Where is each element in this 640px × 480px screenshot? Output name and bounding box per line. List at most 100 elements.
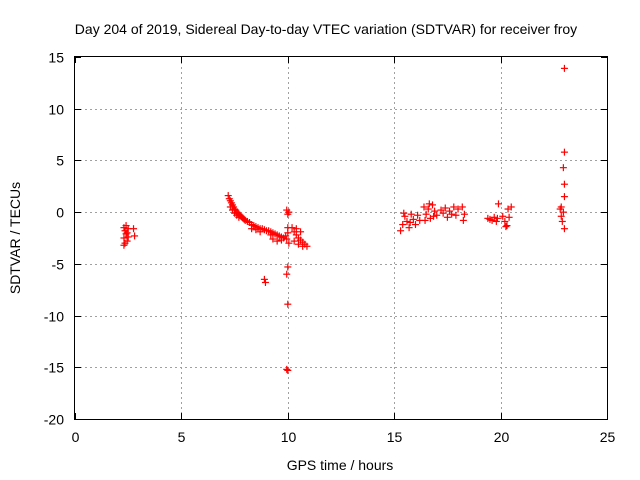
chart-title: Day 204 of 2019, Sidereal Day-to-day VTE… xyxy=(75,21,577,37)
data-point xyxy=(235,213,243,221)
data-point xyxy=(285,239,293,247)
data-point xyxy=(248,225,256,233)
data-point xyxy=(424,205,432,213)
x-axis-label: GPS time / hours xyxy=(287,457,394,473)
data-point xyxy=(294,240,302,248)
data-point xyxy=(284,263,292,271)
data-point xyxy=(448,210,456,218)
data-point xyxy=(407,210,415,218)
data-point xyxy=(433,211,441,219)
data-point xyxy=(399,221,407,229)
data-point xyxy=(267,231,275,239)
data-point xyxy=(130,225,138,233)
data-point xyxy=(283,235,291,243)
x-tick-label: 20 xyxy=(494,429,510,445)
data-point xyxy=(458,203,466,211)
y-tick-labels: -20 -15 -10 -5 0 5 10 15 xyxy=(44,50,64,428)
x-tick-label: 0 xyxy=(72,429,80,445)
data-point xyxy=(454,205,462,213)
x-tick-label: 10 xyxy=(281,429,297,445)
data-point xyxy=(558,217,566,225)
y-tick-label: -15 xyxy=(44,360,64,376)
data-point xyxy=(490,213,498,221)
x-tick-label: 15 xyxy=(387,429,403,445)
data-point xyxy=(261,278,269,286)
data-point xyxy=(492,217,500,225)
y-tick-label: -20 xyxy=(44,412,64,428)
data-point xyxy=(503,222,511,230)
data-point xyxy=(120,234,128,242)
data-point xyxy=(285,208,293,216)
y-tick-label: 0 xyxy=(56,205,64,221)
data-point xyxy=(260,275,268,283)
data-point xyxy=(460,210,468,218)
data-point xyxy=(124,233,132,241)
y-tick-label: -10 xyxy=(44,309,64,325)
data-point xyxy=(131,232,139,240)
data-point xyxy=(411,221,419,229)
data-point xyxy=(400,209,408,217)
data-points xyxy=(120,64,568,374)
data-point xyxy=(224,192,232,200)
data-point xyxy=(502,223,510,231)
data-point xyxy=(429,201,437,209)
data-point xyxy=(269,235,277,243)
data-point xyxy=(284,366,292,374)
grid-lines xyxy=(75,57,607,419)
data-point xyxy=(504,205,512,213)
data-point xyxy=(405,224,413,232)
y-tick-label: 10 xyxy=(48,102,64,118)
data-point xyxy=(123,229,131,237)
data-point xyxy=(397,227,405,235)
data-point xyxy=(559,208,567,216)
data-point xyxy=(493,214,501,222)
data-point xyxy=(421,216,429,224)
y-tick-label: 15 xyxy=(48,50,64,66)
data-point xyxy=(297,228,305,236)
data-point xyxy=(422,210,430,218)
data-point xyxy=(283,270,291,278)
data-point xyxy=(277,236,285,244)
data-point xyxy=(560,193,568,201)
data-point xyxy=(288,224,296,232)
data-point xyxy=(430,212,438,220)
data-point xyxy=(557,212,565,220)
data-point xyxy=(559,164,567,172)
y-axis-label: SDTVAR / TECUs xyxy=(7,182,23,294)
data-point xyxy=(403,217,411,225)
data-point xyxy=(499,212,507,220)
data-point xyxy=(273,237,281,245)
data-point xyxy=(284,300,292,308)
data-point xyxy=(501,217,509,225)
data-point xyxy=(283,365,291,373)
data-point xyxy=(431,207,439,215)
axis-ticks xyxy=(75,57,608,420)
y-tick-label: 5 xyxy=(56,153,64,169)
data-point xyxy=(425,200,433,208)
data-point xyxy=(560,225,568,233)
data-point xyxy=(420,203,428,211)
data-point xyxy=(439,209,447,217)
data-point xyxy=(452,211,460,219)
data-point xyxy=(505,213,513,221)
data-point xyxy=(560,148,568,156)
data-point xyxy=(409,215,417,223)
data-point xyxy=(401,212,409,220)
data-point xyxy=(292,225,300,233)
data-point xyxy=(299,242,307,250)
data-point xyxy=(290,237,298,245)
data-point xyxy=(441,204,449,212)
data-point xyxy=(560,180,568,188)
data-point xyxy=(450,203,458,211)
data-point xyxy=(406,218,414,226)
data-point xyxy=(557,203,565,211)
data-point xyxy=(560,64,568,72)
data-point xyxy=(414,211,422,219)
data-point xyxy=(284,229,292,237)
data-point xyxy=(252,226,260,234)
data-point xyxy=(123,237,131,245)
x-tick-labels: 0 5 10 15 20 25 xyxy=(72,429,616,445)
data-point xyxy=(120,241,128,249)
